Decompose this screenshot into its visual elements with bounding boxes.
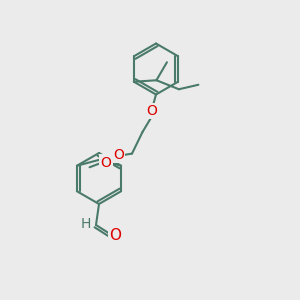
Text: H: H [80,217,91,230]
Text: O: O [110,228,122,243]
Text: O: O [100,156,112,170]
Text: O: O [146,104,157,118]
Text: O: O [113,148,124,162]
